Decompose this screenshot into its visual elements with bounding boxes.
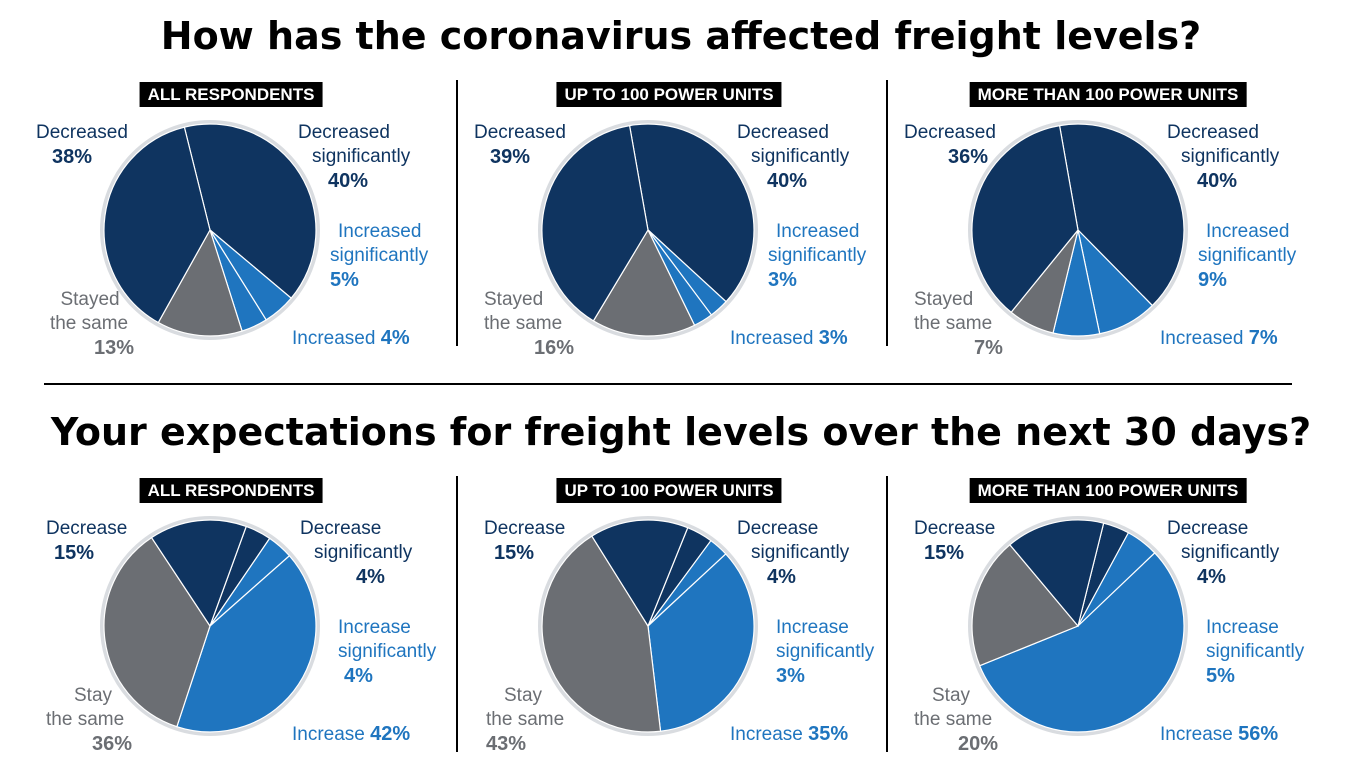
- label-increase: Increase 56%: [1160, 723, 1279, 745]
- pie-outline: [968, 516, 1188, 736]
- label-decrease: Decrease 15%: [914, 518, 996, 564]
- pie-slice-decreased-significantly: [628, 123, 755, 303]
- pie-slice-decrease-significantly: [1077, 522, 1130, 627]
- label-stayed-the-same: Stayed the same 13%: [49, 289, 135, 359]
- pie-slice-decreased-significantly: [1058, 123, 1185, 307]
- label-increased-significantly: Increased significantly 9%: [1198, 221, 1297, 291]
- pie-slice-increased: [647, 229, 713, 327]
- pie-outline: [538, 516, 758, 736]
- label-increased: Increased 3%: [730, 327, 848, 349]
- label-increased: Increased 7%: [1160, 327, 1278, 349]
- label-decreased-significantly: Decreased significantly 40%: [298, 122, 411, 192]
- column-separator: [886, 80, 888, 346]
- label-decreased-significantly: Decreased significantly 40%: [737, 122, 850, 192]
- pie-slice-decrease: [1009, 519, 1105, 628]
- label-decreased: Decreased 39%: [474, 122, 566, 168]
- pie-slice-increased-significantly: [209, 229, 293, 321]
- panel-title-all-respondents: ALL RESPONDENTS: [139, 82, 323, 107]
- label-increase-significantly: Increase significantly 4%: [338, 617, 437, 687]
- label-decrease-significantly: Decrease significantly 4%: [737, 518, 850, 588]
- pie-slice-increase: [176, 554, 317, 733]
- label-increased: Increased 4%: [292, 327, 410, 349]
- label-increase: Increase 42%: [292, 723, 411, 745]
- pie-slice-increased-significantly: [647, 229, 727, 316]
- label-stayed-the-same: Stayed the same 7%: [914, 289, 1003, 359]
- panel-title-up-to-100: UP TO 100 POWER UNITS: [556, 82, 782, 107]
- pie-slice-increase-significantly: [647, 539, 727, 627]
- label-increased-significantly: Increased significantly 3%: [768, 221, 867, 291]
- pie-outline: [100, 120, 320, 340]
- label-decrease: Decrease 15%: [46, 518, 128, 564]
- pie-slice-decreased-significantly: [183, 123, 317, 299]
- pie-slice-increased-significantly: [1076, 228, 1154, 335]
- panel-title-all-respondents: ALL RESPONDENTS: [139, 478, 323, 503]
- pie-slice-increased: [1052, 229, 1101, 337]
- label-decreased-significantly: Decreased significantly 40%: [1167, 122, 1280, 192]
- pie-slice-increase-significantly: [1077, 531, 1156, 627]
- label-stay-the-same: Stay the same 36%: [46, 685, 133, 755]
- pie-outline: [100, 516, 320, 736]
- label-stay-the-same: Stay the same 20%: [914, 685, 999, 755]
- bottom-title: Your expectations for freight levels ove…: [50, 410, 1312, 454]
- section-divider: [44, 383, 1292, 385]
- pie-slice-stayed-the-same: [157, 228, 243, 337]
- label-decrease-significantly: Decrease significantly 4%: [1167, 518, 1280, 588]
- label-decrease-significantly: Decrease significantly 4%: [300, 518, 413, 588]
- label-increase-significantly: Increase significantly 5%: [1206, 617, 1305, 687]
- column-separator: [456, 80, 458, 346]
- pie-slice-increased: [209, 229, 267, 332]
- label-stayed-the-same: Stayed the same 16%: [484, 289, 575, 359]
- panel-title-more-than-100: MORE THAN 100 POWER UNITS: [969, 478, 1247, 503]
- pie-slice-decrease-significantly: [209, 525, 271, 627]
- pie-slice-decrease: [591, 519, 689, 628]
- label-increased-significantly: Increased significantly 5%: [330, 221, 429, 291]
- label-increase-significantly: Increase significantly 3%: [776, 617, 875, 687]
- label-increase: Increase 35%: [730, 723, 849, 745]
- top-title: How has the coronavirus affected freight…: [160, 14, 1202, 58]
- label-stay-the-same: Stay the same 43%: [486, 685, 565, 755]
- label-decreased: Decreased 38%: [36, 122, 128, 168]
- pie-slice-stayed-the-same: [1010, 229, 1079, 334]
- pie-slice-decrease-significantly: [647, 526, 712, 627]
- pie-slice-increase-significantly: [209, 537, 291, 627]
- panel-title-more-than-100: MORE THAN 100 POWER UNITS: [969, 82, 1247, 107]
- label-decreased: Decreased 36%: [904, 122, 996, 168]
- pie-slice-stayed-the-same: [592, 228, 696, 337]
- column-separator: [886, 476, 888, 752]
- label-decrease: Decrease 15%: [484, 518, 566, 564]
- pie-slice-decrease: [150, 519, 248, 628]
- column-separator: [456, 476, 458, 752]
- pie-slice-increase: [978, 552, 1185, 733]
- panel-title-up-to-100: UP TO 100 POWER UNITS: [556, 478, 782, 503]
